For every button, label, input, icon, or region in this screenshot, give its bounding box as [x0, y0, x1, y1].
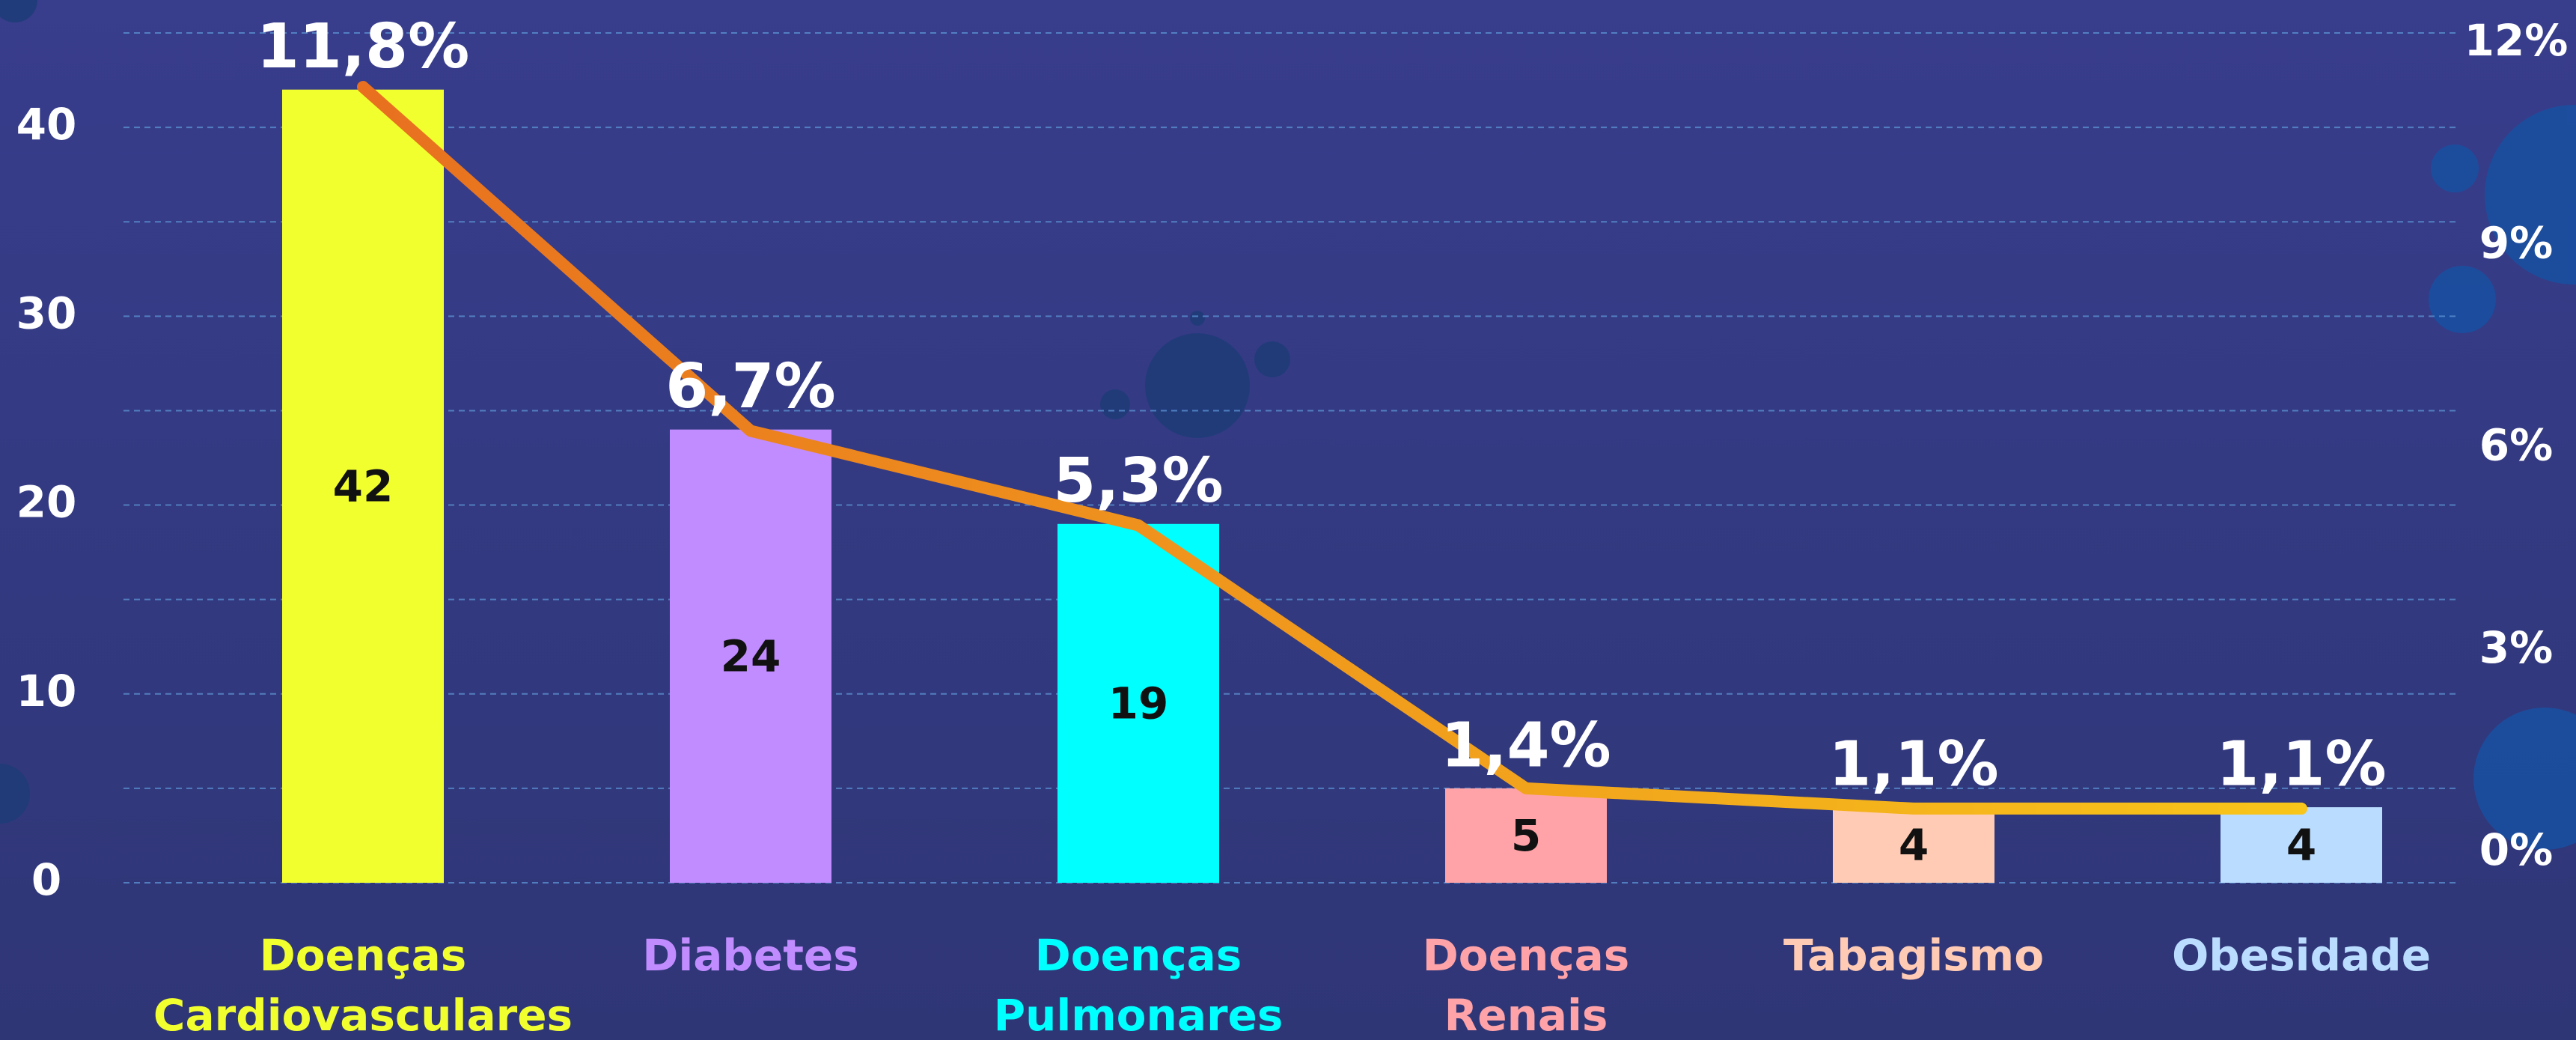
- line: [357, 81, 2307, 815]
- y2-tick-label: 12%: [2464, 15, 2569, 66]
- bar: [2221, 807, 2382, 883]
- bar: [1833, 807, 1994, 883]
- line-value-label: 1,1%: [2216, 729, 2386, 800]
- bar-value-label: 42: [333, 460, 394, 511]
- x-tick-label: Obesidade: [2172, 930, 2431, 981]
- bar-value-label: 4: [2286, 820, 2316, 871]
- y-tick-label: 10: [16, 666, 77, 717]
- y-tick-label: 30: [16, 288, 77, 338]
- virus-decoration: [0, 0, 2576, 850]
- x-tick-label: Diabetes: [642, 930, 859, 981]
- y2-tick-label: 6%: [2479, 420, 2553, 471]
- line-value-label: 6,7%: [665, 351, 835, 422]
- bar: [282, 89, 444, 884]
- line-value-label: 11,8%: [257, 11, 469, 82]
- x-tick-label: Tabagismo: [1783, 930, 2044, 981]
- bar-value-label: 4: [1899, 820, 1929, 871]
- x-tick-label: Doenças Renais: [1423, 930, 1630, 1040]
- bar-value-label: 24: [721, 630, 781, 681]
- x-tick-label: Doenças Cardiovasculares: [153, 930, 573, 1040]
- y-tick-label: 0: [31, 854, 61, 905]
- y2-tick-label: 9%: [2479, 217, 2553, 268]
- y2-tick-label: 3%: [2479, 622, 2553, 673]
- line-value-label: 1,4%: [1441, 710, 1611, 781]
- bar: [1057, 523, 1219, 883]
- bar-value-label: 19: [1108, 678, 1169, 729]
- bar: [670, 429, 831, 883]
- x-tick-label: Doenças Pulmonares: [994, 930, 1284, 1040]
- y-tick-label: 20: [16, 477, 77, 528]
- line-value-label: 5,3%: [1053, 446, 1223, 517]
- line-value-label: 1,1%: [1828, 729, 1998, 800]
- bar-value-label: 5: [1511, 810, 1541, 861]
- bar: [1445, 788, 1607, 883]
- y-tick-label: 40: [16, 99, 77, 150]
- y2-tick-label: 0%: [2479, 824, 2553, 875]
